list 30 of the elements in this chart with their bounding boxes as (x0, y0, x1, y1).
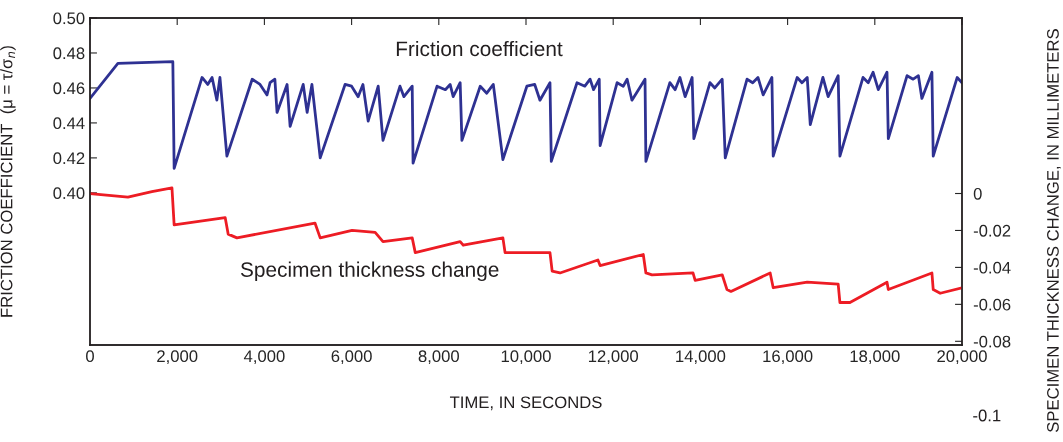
x-tick-label: 18,000 (850, 350, 900, 365)
x-tick-label: 14,000 (676, 350, 726, 365)
y-tick-label: 0.46 (53, 82, 85, 95)
y-tick-label: 0.42 (53, 152, 85, 165)
x-tick-label: 8,000 (418, 350, 459, 365)
y2-tick-label: -0.08 (973, 335, 1011, 348)
y-tick-label: 0.40 (53, 187, 85, 200)
y-tick-label: 0.48 (53, 47, 85, 60)
line-series (90, 186, 962, 304)
x-tick-label: 16,000 (763, 350, 813, 365)
y2-tick-label: -0.02 (973, 224, 1011, 237)
series-label: Friction coefficient (396, 40, 563, 57)
y2-tick-label: -0.04 (973, 261, 1011, 274)
y2-tick-label: -0.06 (973, 298, 1011, 311)
x-tick-label: 20,000 (937, 350, 987, 365)
line-series (90, 60, 962, 170)
y2-tick-label: 0 (973, 187, 982, 200)
x-tick-label: 10,000 (501, 350, 551, 365)
text: -0.1 (973, 409, 1001, 422)
y2-axis-title: SPECIMEN THICKNESS CHANGE, IN MILLIMETERS (1047, 29, 1061, 432)
series-label: Specimen thickness change (240, 261, 499, 282)
y-tick-label: 0.44 (53, 117, 85, 130)
y-tick-label: 0.50 (53, 12, 85, 25)
x-tick-label: 4,000 (243, 350, 285, 365)
x-tick-label: 6,000 (331, 350, 372, 365)
x-tick-label: 2,000 (157, 350, 198, 365)
x-tick-label: 12,000 (588, 350, 639, 365)
x-axis-title: TIME, IN SECONDS (449, 396, 602, 411)
y-axis-title: FRICTION COEFFICIENT (μ = τ/σ$_{n}$) (0, 46, 16, 317)
x-tick-label: 0 (86, 350, 94, 363)
